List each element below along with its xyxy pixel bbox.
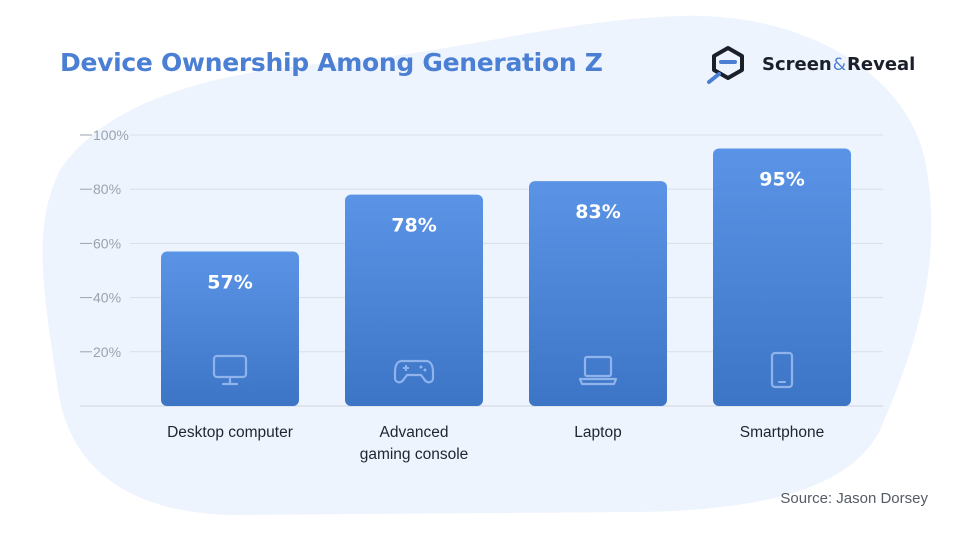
y-tick-label: 100% xyxy=(93,127,129,143)
y-tick-label: 20% xyxy=(93,344,121,360)
y-tick-label: 80% xyxy=(93,181,121,197)
brand-name: Screen&Reveal xyxy=(762,54,915,75)
brand-name-part2: Reveal xyxy=(847,54,916,75)
x-category-label: Desktop computer xyxy=(167,424,293,441)
monitor-icon xyxy=(212,354,248,386)
smartphone-icon xyxy=(770,351,794,389)
bar-value-label: 83% xyxy=(575,201,620,223)
bar-value-label: 57% xyxy=(207,272,252,294)
y-tick-label: 60% xyxy=(93,235,121,251)
x-category-label: Laptop xyxy=(574,424,621,441)
x-category-label: Advanced xyxy=(380,424,449,441)
y-tick-label: 40% xyxy=(93,290,121,306)
brand-ampersand: & xyxy=(832,55,847,75)
x-category-label: Smartphone xyxy=(740,424,824,441)
bar xyxy=(161,251,299,406)
bar xyxy=(345,194,483,406)
chart-title: Device Ownership Among Generation Z xyxy=(60,48,603,77)
brand-logo: Screen&Reveal xyxy=(705,44,935,86)
x-category-label: gaming console xyxy=(360,446,469,463)
bar xyxy=(529,181,667,406)
gamepad-icon xyxy=(393,359,435,384)
bar-value-label: 78% xyxy=(391,215,436,237)
laptop-icon xyxy=(578,355,618,386)
bar xyxy=(713,148,851,407)
bar-value-label: 95% xyxy=(759,169,804,191)
brand-name-part1: Screen xyxy=(762,54,832,75)
source-note: Source: Jason Dorsey xyxy=(780,490,928,507)
screen-reveal-logo-icon xyxy=(707,46,744,84)
